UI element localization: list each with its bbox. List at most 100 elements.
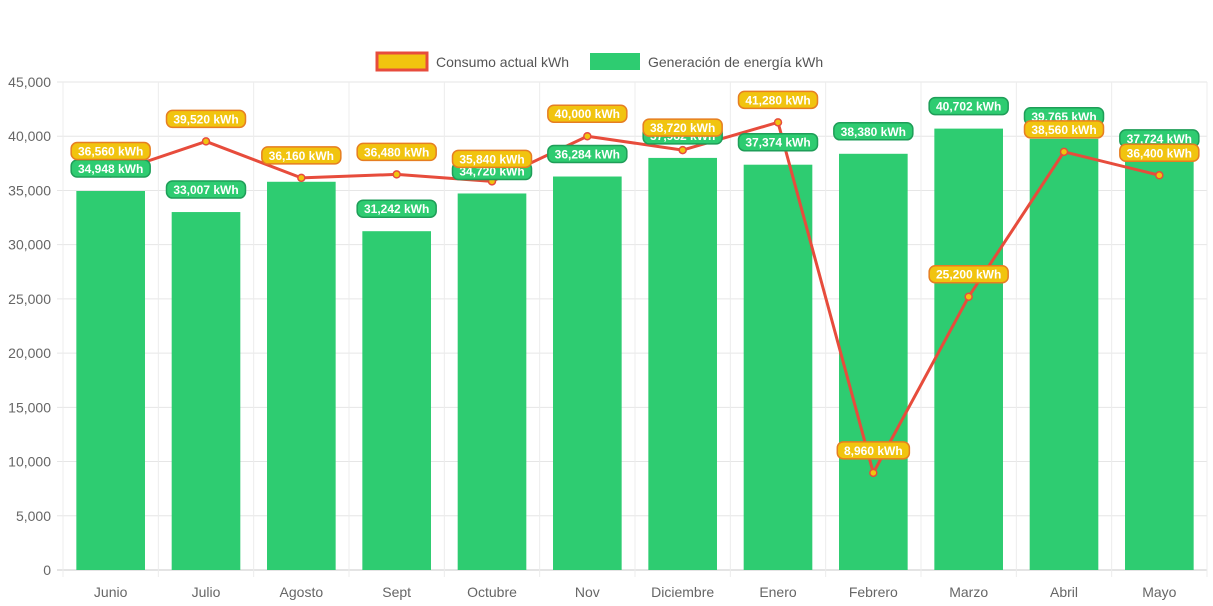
- bar[interactable]: [553, 176, 622, 570]
- line-point[interactable]: [869, 468, 878, 478]
- y-tick-label: 40,000: [8, 128, 51, 144]
- data-label-text: 38,720 kWh: [650, 121, 715, 135]
- line-point[interactable]: [1155, 171, 1164, 180]
- data-label-text: 40,000 kWh: [555, 107, 620, 121]
- x-tick-label: Marzo: [949, 584, 988, 600]
- data-label: 37,724 kWh: [1119, 129, 1200, 148]
- legend-swatch-consumo[interactable]: [375, 51, 429, 72]
- data-label-box: [833, 122, 914, 141]
- data-label-text: 36,400 kWh: [1127, 146, 1192, 160]
- x-tick-label: Febrero: [849, 584, 898, 600]
- bar[interactable]: [76, 191, 145, 570]
- data-label-text: 31,242 kWh: [364, 202, 429, 216]
- line-point[interactable]: [773, 118, 783, 127]
- data-label-box: [1119, 143, 1200, 163]
- bar[interactable]: [648, 157, 717, 570]
- data-label: 41,280 kWh: [737, 90, 819, 110]
- y-tick-label: 0: [43, 562, 51, 578]
- x-tick-label: Junio: [94, 584, 128, 600]
- data-label-text: 36,560 kWh: [78, 145, 143, 159]
- data-label-box: [1023, 120, 1105, 139]
- data-label: 40,702 kWh: [928, 96, 1009, 116]
- bar[interactable]: [839, 153, 908, 570]
- y-tick-label: 20,000: [8, 345, 51, 361]
- line-point[interactable]: [678, 145, 687, 155]
- y-tick-label: 15,000: [8, 399, 51, 415]
- x-tick-label: Diciembre: [651, 584, 714, 600]
- data-label-text: 40,702 kWh: [936, 100, 1001, 114]
- data-label: 36,560 kWh: [70, 141, 151, 161]
- data-label-box: [836, 441, 911, 460]
- data-label-box: [642, 118, 723, 137]
- data-label-box: [261, 146, 342, 165]
- data-label-box: [547, 104, 628, 123]
- data-label-text: 36,480 kWh: [364, 145, 429, 159]
- data-label-text: 36,284 kWh: [555, 148, 620, 162]
- bar[interactable]: [934, 128, 1003, 570]
- data-label-box: [547, 144, 628, 164]
- x-tick-label: Nov: [575, 584, 600, 600]
- data-label-text: 34,948 kWh: [78, 162, 143, 176]
- data-label-text: 37,374 kWh: [745, 136, 810, 150]
- bar[interactable]: [267, 181, 336, 570]
- bar[interactable]: [1125, 160, 1194, 570]
- x-tick-label: Abril: [1050, 584, 1078, 600]
- data-label-text: 39,520 kWh: [173, 112, 238, 126]
- line-point[interactable]: [297, 173, 306, 183]
- data-label-text: 8,960 kWh: [844, 444, 903, 458]
- line-point[interactable]: [392, 170, 401, 179]
- data-label: 33,007 kWh: [165, 180, 247, 199]
- bar[interactable]: [362, 231, 431, 570]
- data-label: 36,400 kWh: [1119, 143, 1200, 163]
- line-point[interactable]: [583, 131, 592, 141]
- data-label-text: 36,160 kWh: [269, 149, 334, 163]
- x-tick-label: Octubre: [467, 584, 517, 600]
- legend-label-consumo[interactable]: Consumo actual kWh: [436, 54, 569, 70]
- data-label-text: 41,280 kWh: [745, 93, 810, 107]
- data-label-box: [165, 109, 247, 129]
- legend-swatch-generacion[interactable]: [590, 53, 640, 70]
- bar[interactable]: [457, 193, 527, 570]
- data-label-text: 37,724 kWh: [1127, 132, 1192, 146]
- bar[interactable]: [171, 212, 241, 570]
- legend: Consumo actual kWh Generación de energía…: [375, 51, 823, 72]
- data-label: 35,840 kWh: [451, 149, 533, 169]
- x-tick-label: Enero: [759, 584, 797, 600]
- y-tick-label: 45,000: [8, 74, 51, 90]
- data-label: 38,560 kWh: [1023, 120, 1105, 139]
- data-label: 36,160 kWh: [261, 146, 342, 165]
- data-label-box: [737, 90, 819, 110]
- data-label: 31,242 kWh: [356, 199, 437, 218]
- bar[interactable]: [743, 164, 813, 570]
- y-tick-label: 30,000: [8, 237, 51, 253]
- data-label: 8,960 kWh: [836, 441, 911, 460]
- line-point[interactable]: [1059, 147, 1069, 157]
- data-label-box: [70, 141, 151, 161]
- line-point[interactable]: [201, 137, 211, 146]
- data-label-box: [356, 199, 437, 218]
- data-label: 34,948 kWh: [70, 159, 151, 178]
- data-label: 36,480 kWh: [356, 142, 437, 162]
- data-label-text: 38,380 kWh: [841, 125, 906, 139]
- data-label: 40,000 kWh: [547, 104, 628, 123]
- x-tick-label: Agosto: [280, 584, 324, 600]
- data-label-box: [356, 142, 437, 162]
- data-label: 38,380 kWh: [833, 122, 914, 141]
- x-tick-label: Mayo: [1142, 584, 1176, 600]
- y-tick-label: 25,000: [8, 291, 51, 307]
- data-label-box: [928, 96, 1009, 116]
- data-label-box: [165, 180, 247, 199]
- legend-label-generacion[interactable]: Generación de energía kWh: [648, 54, 823, 70]
- data-label-text: 33,007 kWh: [173, 183, 238, 197]
- data-label-text: 25,200 kWh: [936, 268, 1001, 282]
- data-label-box: [451, 149, 533, 169]
- x-tick-label: Julio: [192, 584, 221, 600]
- bar[interactable]: [1029, 138, 1099, 570]
- y-tick-label: 5,000: [16, 508, 51, 524]
- data-label: 37,374 kWh: [737, 132, 819, 152]
- data-label-text: 38,560 kWh: [1031, 123, 1096, 137]
- data-label: 25,200 kWh: [928, 264, 1009, 284]
- data-label: 36,284 kWh: [547, 144, 628, 164]
- line-point[interactable]: [964, 292, 973, 301]
